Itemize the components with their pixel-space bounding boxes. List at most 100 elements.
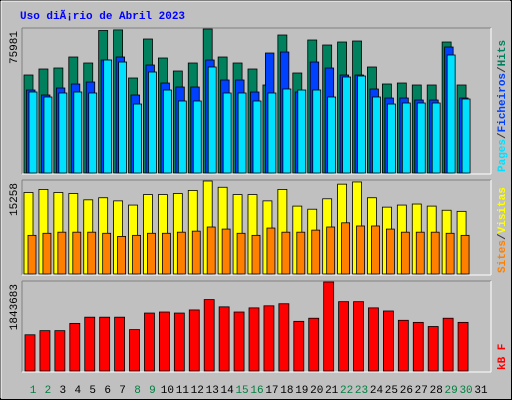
x-tick-label: 1 (30, 385, 37, 397)
bar (132, 234, 141, 275)
bar (144, 312, 155, 372)
x-tick-label: 25 (385, 385, 398, 397)
bar (372, 96, 381, 174)
bar (397, 319, 409, 372)
legend-separator: / (497, 233, 509, 240)
bar (293, 320, 305, 372)
bar (118, 61, 127, 174)
bar (43, 96, 53, 174)
x-tick-label: 4 (74, 385, 81, 397)
bar (252, 100, 262, 174)
bar (356, 225, 365, 275)
x-tick-label: 2 (45, 385, 52, 397)
bar (296, 231, 306, 275)
y-tick-label: 15258 (9, 183, 21, 216)
bar (251, 234, 261, 275)
bar (386, 103, 396, 174)
bar (338, 301, 350, 372)
x-tick-label: 17 (265, 385, 278, 397)
bar (357, 75, 366, 174)
bar (161, 232, 171, 275)
bar (103, 59, 113, 174)
bar (460, 234, 470, 275)
bar (401, 102, 411, 174)
y-tick-label: 1843683 (9, 284, 21, 330)
legend-entry: Hits (497, 40, 509, 66)
bar (87, 231, 97, 275)
y-tick-label: 75981 (9, 31, 21, 64)
bar (148, 71, 157, 174)
bar (188, 309, 200, 372)
x-tick-label: 9 (149, 385, 156, 397)
bar (84, 316, 96, 372)
x-tick-label: 12 (191, 385, 204, 397)
x-tick-label: 3 (60, 385, 67, 397)
bar (88, 92, 98, 174)
bar (431, 102, 441, 174)
x-tick-label: 13 (206, 385, 219, 397)
legend-entry: Pages (497, 139, 509, 172)
bar (24, 334, 36, 372)
legend: Pages/Ficheiros/Hits (497, 40, 509, 172)
bar (54, 330, 66, 372)
x-tick-label: 10 (161, 385, 174, 397)
bar (57, 231, 67, 275)
x-tick-label: 6 (104, 385, 111, 397)
bar (147, 232, 156, 275)
x-tick-label: 30 (459, 385, 472, 397)
x-tick-label: 21 (325, 385, 339, 397)
bar (311, 229, 321, 275)
bar (233, 311, 245, 372)
x-tick-label: 29 (445, 385, 458, 397)
bar (368, 307, 379, 372)
bar (237, 92, 247, 174)
legend-separator: / (497, 132, 509, 139)
x-tick-label: 22 (340, 385, 353, 397)
x-tick-label: 16 (250, 385, 263, 397)
bar (207, 66, 217, 174)
bar (446, 54, 456, 174)
bar (248, 307, 260, 372)
bar (341, 222, 351, 275)
bar (308, 317, 320, 372)
x-tick-label: 11 (176, 385, 190, 397)
bar (382, 310, 394, 372)
bar (263, 305, 275, 372)
bar (430, 231, 440, 275)
bar (385, 228, 395, 275)
bar (69, 322, 81, 372)
bar (99, 316, 111, 372)
x-tick-label: 5 (89, 385, 96, 397)
bar (323, 281, 335, 372)
bar (58, 92, 68, 174)
x-tick-label: 20 (310, 385, 323, 397)
x-tick-label: 31 (474, 385, 488, 397)
bar (371, 225, 380, 275)
bar (281, 231, 291, 275)
bar (173, 312, 185, 372)
bar (129, 329, 140, 372)
bar (236, 232, 246, 275)
bar (412, 321, 424, 372)
x-tick-label: 23 (355, 385, 368, 397)
bar (72, 231, 82, 275)
bar (133, 103, 142, 174)
bar (267, 92, 277, 174)
bar (266, 227, 276, 275)
bar (457, 321, 469, 372)
legend-entry: Visitas (497, 187, 509, 233)
legend-entry: Sites (497, 240, 509, 273)
bar (28, 91, 38, 174)
bar (416, 102, 426, 174)
bar (282, 88, 292, 174)
legend: Sites/Visitas (497, 187, 509, 273)
bar (327, 96, 337, 174)
bar (415, 231, 425, 275)
bar (114, 316, 125, 372)
bar (312, 89, 322, 174)
bar (192, 100, 202, 174)
x-tick-label: 14 (221, 385, 235, 397)
bar (177, 100, 187, 174)
